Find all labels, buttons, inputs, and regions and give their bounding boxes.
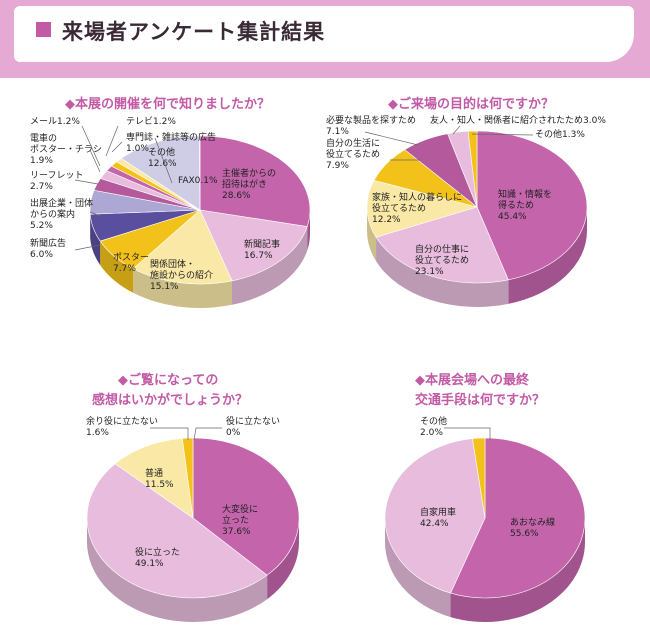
slice-label: リーフレット 2.7% [30, 171, 83, 192]
leader-line [89, 211, 101, 217]
slice-label: 自分の仕事に役立てるため 23.1% [415, 243, 469, 277]
pie-side-segment [267, 518, 299, 600]
slice-label: FAX0.1% [178, 176, 218, 186]
pie-slice [199, 135, 201, 211]
chart-title: 交通手段は何ですか？ [415, 392, 545, 408]
chart-title: ◆ご覧になっての [118, 372, 218, 388]
slice-label: その他 2.0% [420, 415, 447, 438]
pie-slice [114, 438, 194, 519]
slice-label: 専門誌・雑誌等の広告 1.0% [126, 131, 216, 154]
pie-slice [132, 209, 233, 285]
pie-side-segment [376, 237, 509, 307]
slice-label: 出展企業・団体からの案内 5.2% [30, 197, 93, 231]
page-title: 来場者アンケート集計結果 [62, 20, 326, 44]
pie-slice [199, 209, 308, 282]
slice-label: その他 12.6% [148, 146, 177, 169]
pie-side-segment [508, 207, 587, 304]
slice-label: メール1.2% [30, 117, 80, 127]
slice-label: ポスター 7.7% [113, 252, 149, 274]
leader-line [154, 137, 173, 184]
pie-side-segment [367, 207, 377, 262]
slice-label: 友人・知人・関係者に紹介されたため3.0% [430, 114, 606, 126]
slice-label: 知識・情報を得るため 45.4% [498, 188, 552, 222]
pie-slice [472, 437, 486, 519]
leader-line [74, 244, 101, 251]
pie-slice [384, 438, 486, 594]
slice-label: 普通 11.5% [145, 467, 174, 490]
slice-label: 役に立った 49.1% [135, 546, 180, 569]
slice-label: 自分の生活に役立てるため 7.9% [326, 137, 380, 171]
leader-line [81, 125, 101, 167]
pie-side-segment [450, 518, 585, 622]
pie-side-segment [100, 241, 134, 293]
slice-label: あおなみ線 55.6% [510, 516, 555, 539]
slice-label: 必要な製品を探すため 7.1% [326, 114, 416, 137]
slice-label: 関係団体・施設からの紹介 15.1% [150, 258, 213, 292]
pie-side-segment [232, 226, 308, 305]
pie-side [87, 518, 299, 622]
chart-title: ◆本展会場への最終 [415, 372, 530, 388]
pie-slice [375, 206, 509, 284]
pie-slice [192, 437, 300, 576]
pie-side [367, 207, 587, 307]
slice-label: 余り役に立たない 1.6% [86, 415, 158, 438]
slice-label: 役に立たない 0% [226, 415, 280, 438]
leader-line [444, 427, 491, 440]
pie-slice [199, 135, 311, 227]
pie-slice [450, 437, 586, 599]
square-bullet-icon [36, 22, 51, 37]
leader-line [364, 131, 419, 146]
leader-line [74, 179, 99, 185]
leader-line [452, 125, 461, 135]
pie-slice [86, 463, 268, 599]
slice-label: 主催者からの招待はがき 28.6% [222, 167, 276, 201]
slice-label: 家族・知人の暮らしに役立てるため 12.2% [372, 191, 462, 225]
header-banner: 来場者アンケート集計結果 [0, 0, 650, 78]
leader-line [105, 125, 119, 157]
slice-label: 電車のポスター・チラシ 1.9% [30, 132, 102, 166]
leader-line [150, 427, 189, 440]
slice-label: 大変役に立った 37.6% [222, 503, 258, 537]
chart-title: 感想はいかがでしょうか？ [92, 392, 248, 408]
pie-side-segment [87, 518, 268, 622]
chart-title: ◆本展の開催を何で知りましたか？ [65, 96, 270, 112]
chart-how-learned: ◆本展の開催を何で知りましたか？ 主催者からの招待はがき 28.6% 新聞記事 16.7… [30, 96, 311, 308]
leader-line [471, 133, 534, 136]
pie-side [385, 518, 585, 622]
slice-label: 新聞記事 16.7% [244, 238, 280, 261]
pie-slice [120, 135, 201, 211]
chart-title: ◆ご来場の目的は何ですか？ [388, 96, 554, 112]
pie-slice [476, 130, 588, 281]
pie-slice [467, 130, 478, 208]
slice-label: テレビ1.2% [126, 116, 176, 127]
chart-visit-purpose: ◆ご来場の目的は何ですか？ 知識・情報を得るため 45.4% 自分の仕事に役立てるため… [326, 96, 606, 307]
pie-slice [366, 180, 479, 238]
slice-label: 自家用車 42.4% [420, 506, 456, 529]
leader-line [111, 141, 123, 153]
slice-label: その他1.3% [535, 128, 585, 140]
pie-side-segment [385, 518, 451, 618]
pie-side-segment [307, 210, 310, 251]
header-panel [14, 6, 634, 62]
leader-line [193, 427, 222, 441]
slice-label: 新聞広告 6.0% [30, 237, 66, 260]
leader-line [89, 149, 101, 173]
